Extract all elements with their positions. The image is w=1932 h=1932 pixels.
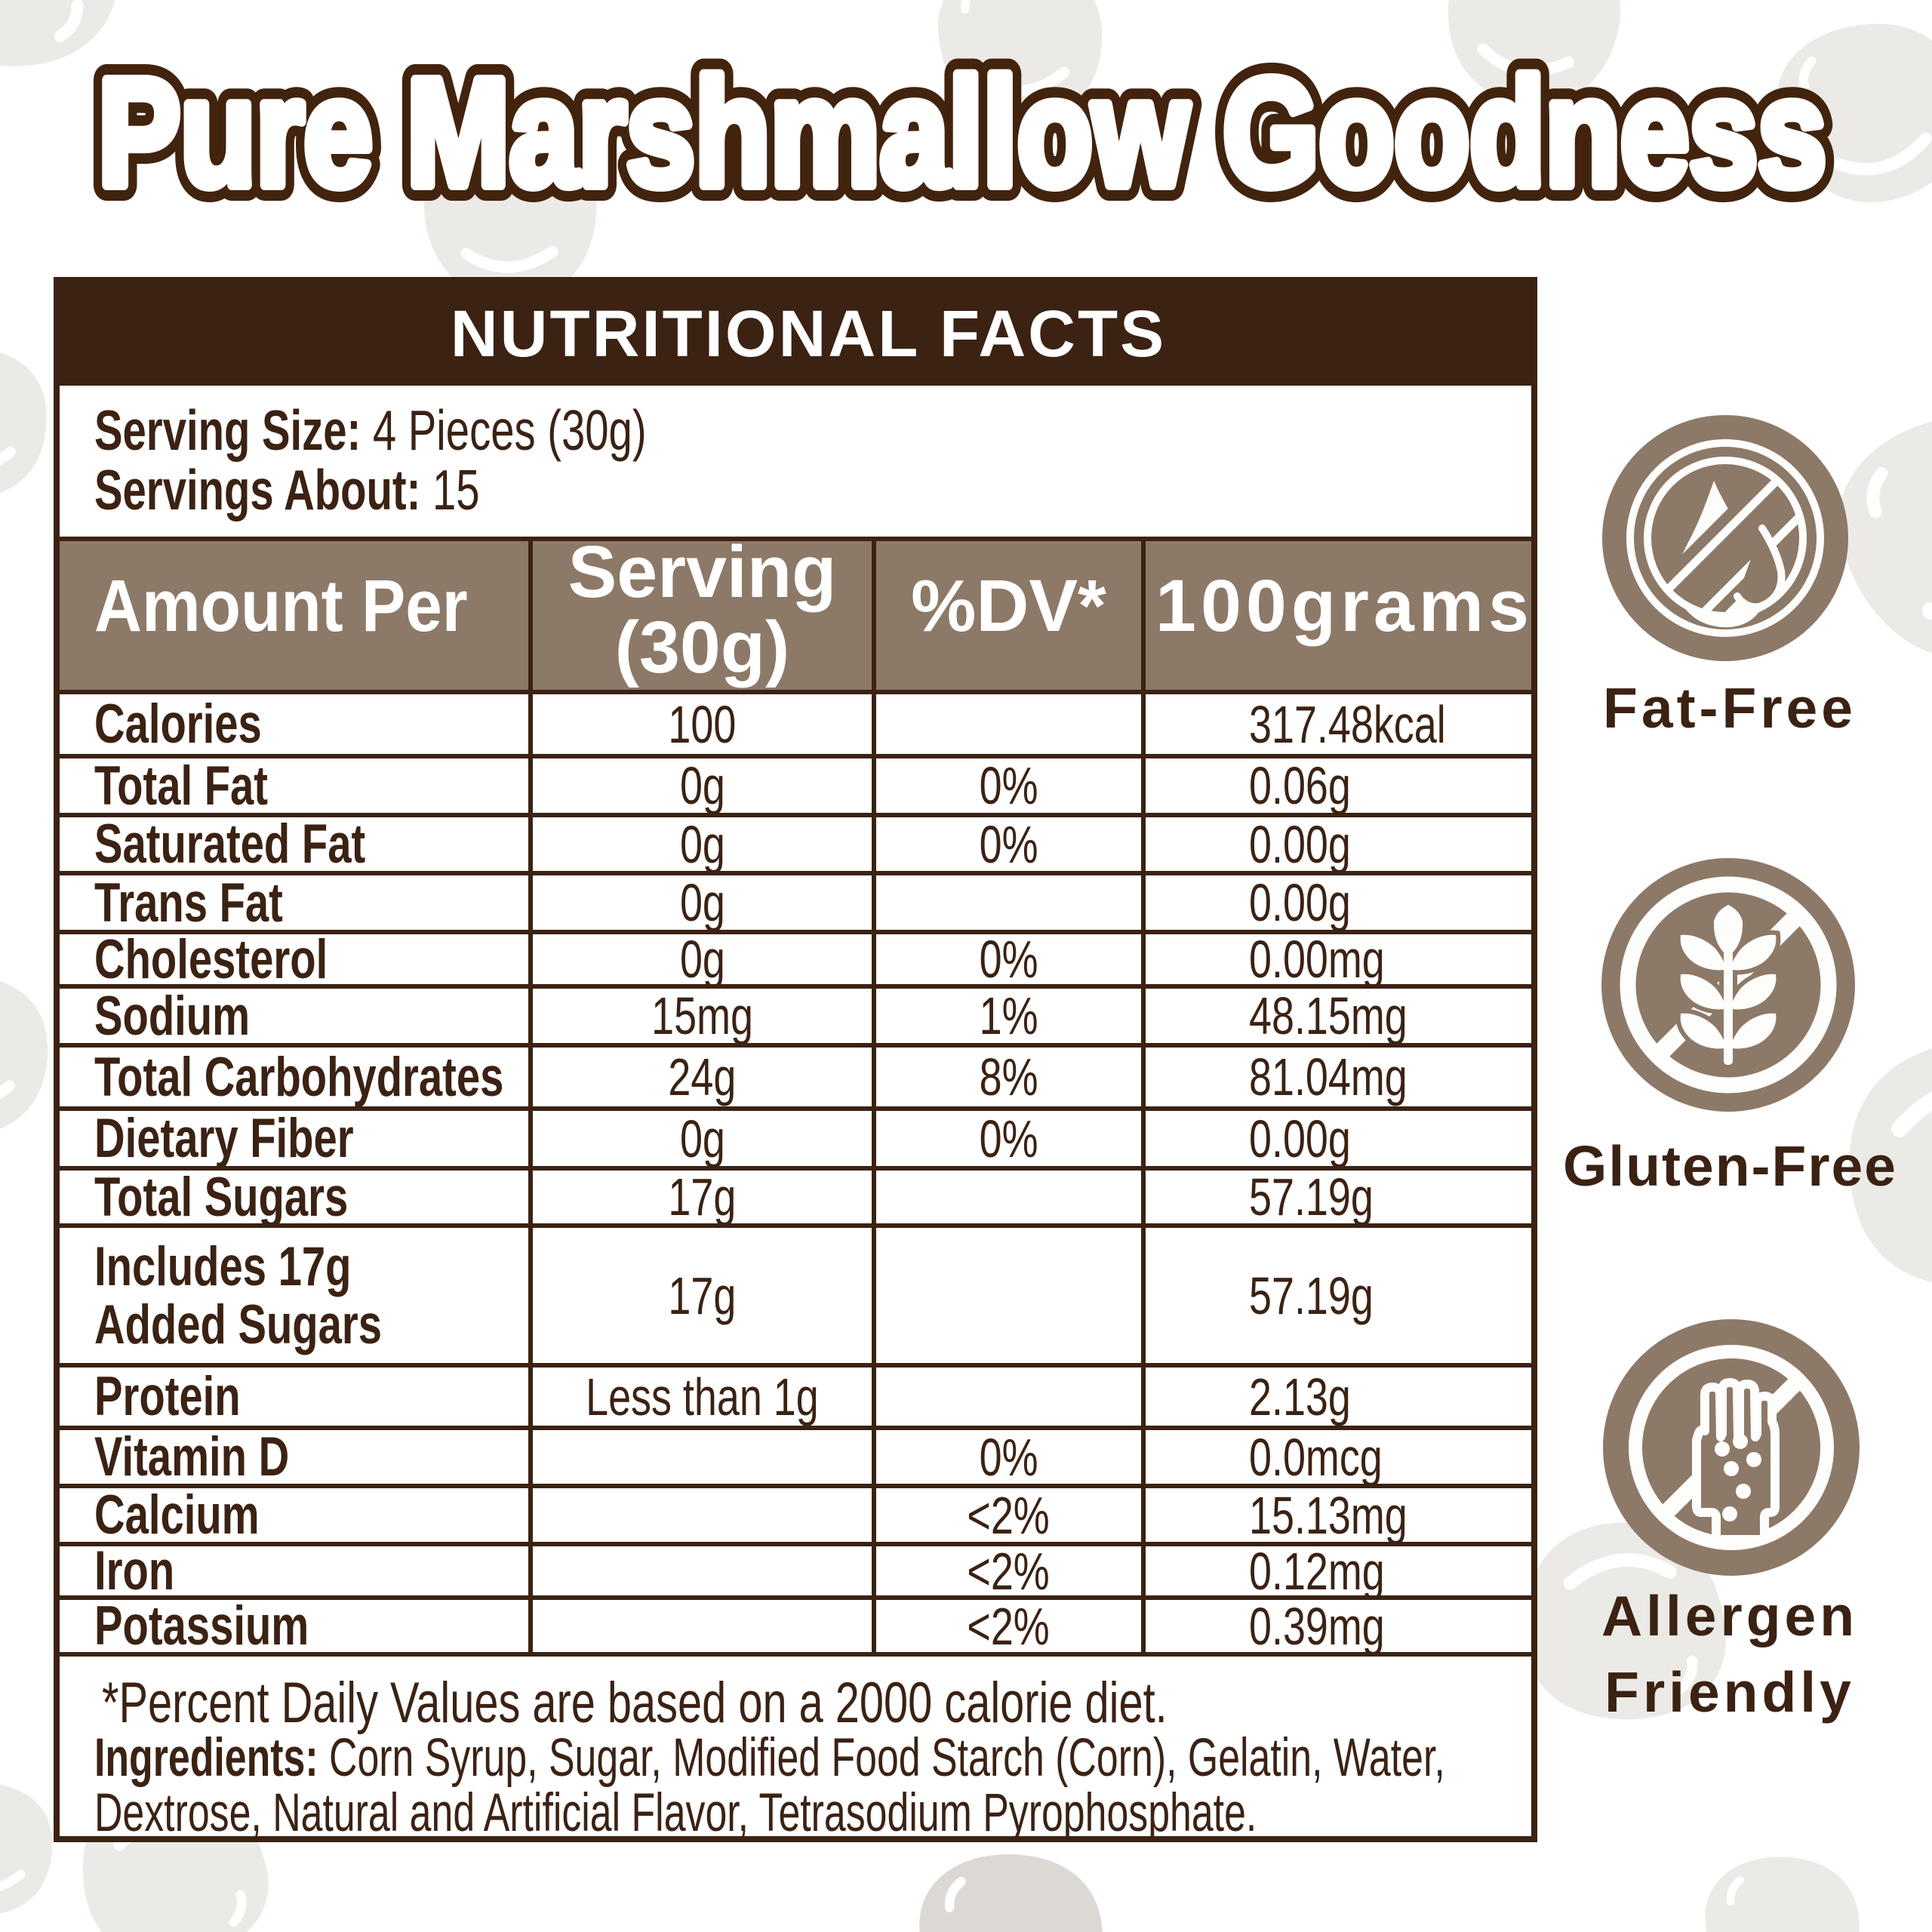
- svg-text:Pure Marshmallow Goodness: Pure Marshmallow Goodness: [98, 47, 1826, 217]
- svg-text:Pure Marshmallow Goodness: Pure Marshmallow Goodness: [98, 47, 1826, 217]
